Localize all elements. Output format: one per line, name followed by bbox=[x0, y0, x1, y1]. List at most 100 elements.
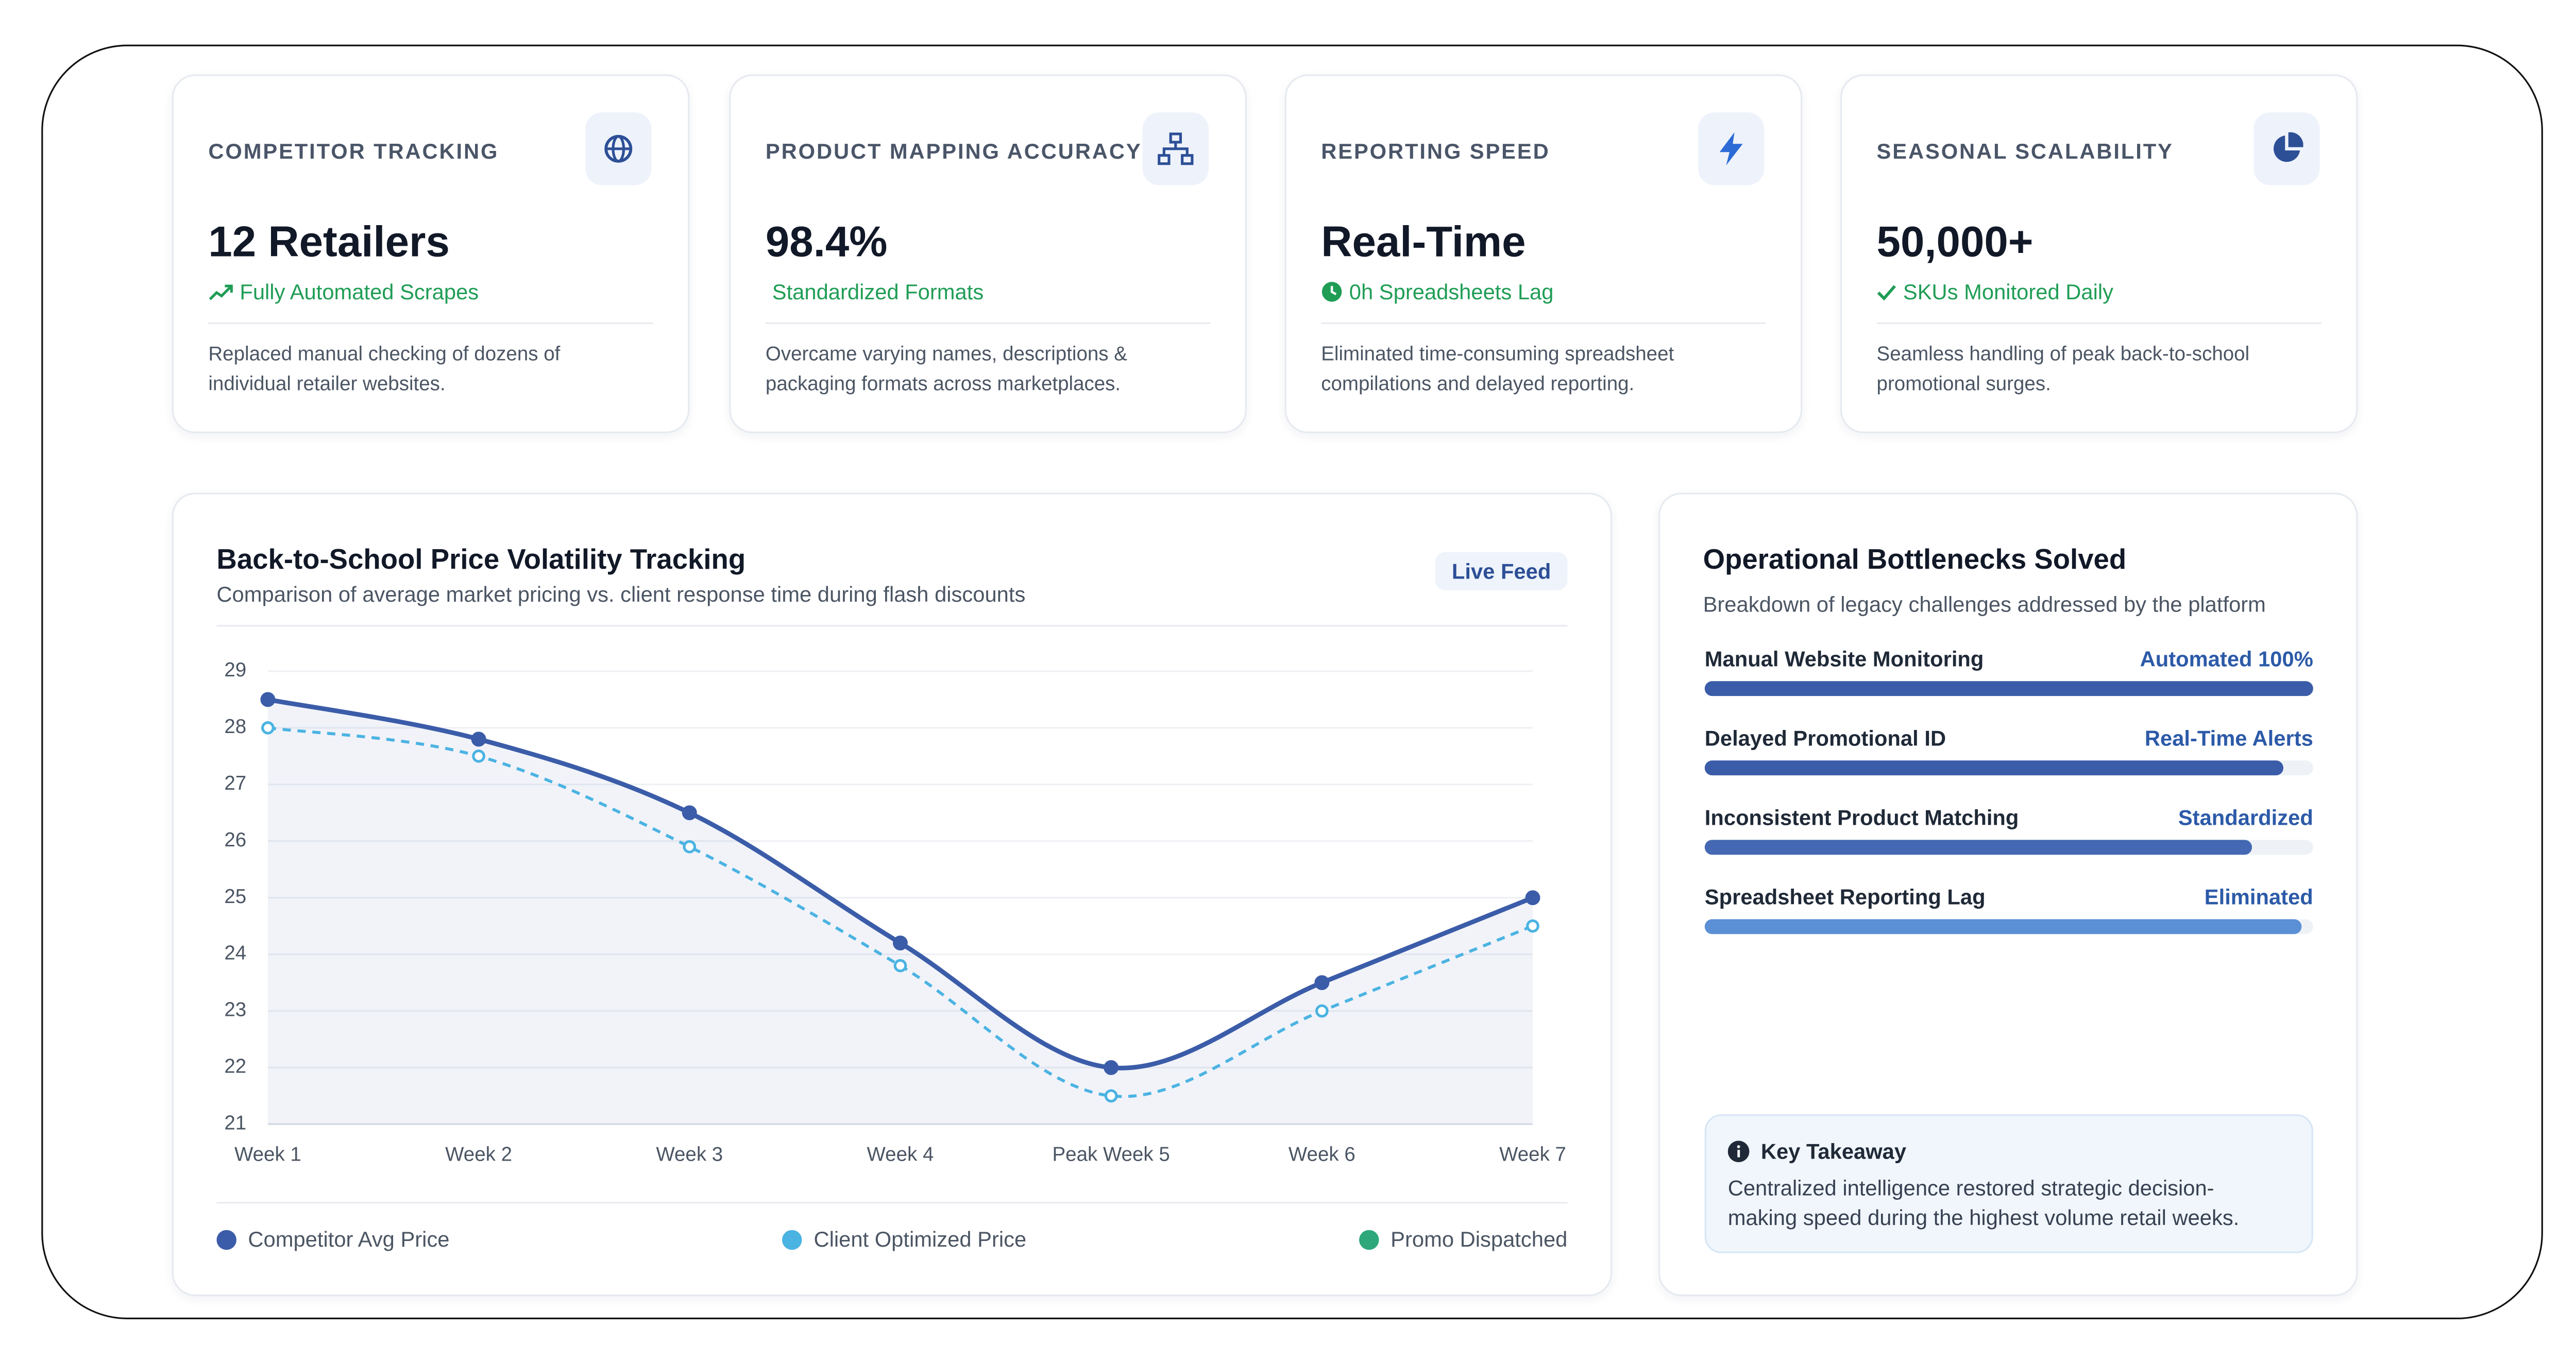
data-point bbox=[260, 692, 276, 707]
bottleneck-status: Automated 100% bbox=[2140, 646, 2313, 671]
card-highlight: Standardized Formats bbox=[772, 279, 984, 304]
card-highlight: SKUs Monitored Daily bbox=[1903, 279, 2113, 304]
card-highlight: Fully Automated Scrapes bbox=[240, 279, 479, 304]
chart: 21 22 23 24 25 26 27 28 29 Week 1 Week 2 Week 3 Week… bbox=[224, 659, 1566, 1165]
card-description: Overcame varying names, descriptions & p… bbox=[765, 342, 1127, 396]
bottleneck-item: Delayed Promotional ID Real-Time Alerts bbox=[1704, 725, 2313, 792]
card-description: Replaced manual checking of dozens of in… bbox=[208, 342, 561, 396]
bottleneck-status: Standardized bbox=[2178, 805, 2313, 830]
x-tick-label: Week 1 bbox=[234, 1143, 301, 1165]
divider bbox=[208, 322, 653, 325]
chart-title: Back-to-School Price Volatility Tracking bbox=[216, 543, 746, 575]
card-highlight-row: SKUs Monitored Daily bbox=[1877, 279, 2113, 304]
data-point bbox=[1104, 1060, 1119, 1075]
card-value: 98.4% bbox=[765, 216, 888, 266]
data-point bbox=[1315, 1004, 1329, 1018]
card-icon bbox=[585, 112, 652, 185]
legend-label: Competitor Avg Price bbox=[248, 1227, 450, 1252]
bottleneck-status: Real-Time Alerts bbox=[2144, 725, 2313, 751]
x-tick-label: Week 4 bbox=[867, 1143, 934, 1165]
bottleneck-item: Manual Website Monitoring Automated 100% bbox=[1704, 647, 2313, 712]
card-value: 12 Retailers bbox=[208, 216, 450, 266]
bottleneck-item: Spreadsheet Reporting Lag Eliminated bbox=[1704, 884, 2313, 950]
y-tick-label: 24 bbox=[224, 942, 246, 964]
data-point bbox=[471, 731, 486, 747]
data-point bbox=[683, 840, 697, 854]
legend-item: Competitor Avg Price bbox=[216, 1227, 450, 1252]
metric-card: PRODUCT MAPPING ACCURACY 98.4% Standardi… bbox=[729, 74, 1247, 433]
y-tick-label: 27 bbox=[224, 772, 246, 794]
card-description: Seamless handling of peak back-to-school… bbox=[1876, 342, 2250, 396]
metric-card: COMPETITOR TRACKING 12 Retailers Fully A… bbox=[172, 74, 690, 433]
progress-bar bbox=[1704, 919, 2301, 934]
x-tick-label: Week 6 bbox=[1289, 1143, 1355, 1165]
card-highlight-row: Standardized Formats bbox=[772, 279, 984, 304]
card-label: COMPETITOR TRACKING bbox=[208, 139, 499, 164]
legend-swatch bbox=[1359, 1230, 1379, 1250]
bottleneck-item: Inconsistent Product Matching Standardize… bbox=[1704, 805, 2313, 871]
card-icon bbox=[1142, 112, 1209, 185]
legend-swatch bbox=[782, 1230, 803, 1250]
data-point bbox=[1526, 919, 1539, 933]
card-label: PRODUCT MAPPING ACCURACY bbox=[765, 139, 1142, 164]
takeaway-title: Key Takeaway bbox=[1760, 1139, 1907, 1164]
divider bbox=[765, 322, 1211, 325]
card-value: Real-Time bbox=[1321, 216, 1526, 266]
card-icon bbox=[2253, 112, 2320, 185]
data-point bbox=[1314, 975, 1330, 990]
y-tick-label: 28 bbox=[224, 716, 246, 738]
live-badge[interactable]: Live Feed bbox=[1435, 552, 1568, 590]
takeaway-box: Key Takeaway Centralized intelligence re… bbox=[1704, 1114, 2313, 1253]
x-tick-label: Week 7 bbox=[1499, 1143, 1566, 1165]
card-highlight-row: 0h Spreadsheets Lag bbox=[1321, 279, 1553, 304]
legend-label: Promo Dispatched bbox=[1391, 1227, 1568, 1252]
metric-card: SEASONAL SCALABILITY 50,000+ SKUs Monito… bbox=[1840, 74, 2358, 433]
legend-item: Promo Dispatched bbox=[1359, 1227, 1567, 1251]
progress-bar bbox=[1704, 840, 2252, 855]
bottleneck-row: Manual Website Monitoring Automated 100% bbox=[1705, 647, 2313, 671]
takeaway-title-row: Key Takeaway bbox=[1727, 1139, 1907, 1164]
bottlenecks-panel: Operational Bottlenecks Solved Breakdown… bbox=[1658, 492, 2358, 1297]
card-value: 50,000+ bbox=[1876, 216, 2033, 266]
divider bbox=[216, 625, 1568, 627]
legend: Competitor Avg Price Client Optimized Pri… bbox=[216, 1227, 1567, 1251]
device-frame bbox=[41, 44, 2543, 1320]
progress-bar bbox=[1704, 760, 2283, 776]
chart-subtitle: Comparison of average market pricing vs.… bbox=[216, 582, 1026, 607]
y-tick-label: 29 bbox=[224, 659, 246, 681]
progress-bar bbox=[1704, 681, 2313, 696]
bottleneck-label: Spreadsheet Reporting Lag bbox=[1704, 884, 1986, 910]
progress-track bbox=[1704, 919, 2313, 934]
divider bbox=[1321, 322, 1766, 325]
legend-label: Client Optimized Price bbox=[814, 1227, 1027, 1252]
panel-subtitle: Breakdown of legacy challenges addressed… bbox=[1703, 591, 2266, 617]
panel-title: Operational Bottlenecks Solved bbox=[1703, 543, 2127, 575]
x-tick-label: Peak Week 5 bbox=[1053, 1143, 1170, 1165]
data-point bbox=[893, 935, 908, 951]
data-point bbox=[1104, 1089, 1118, 1103]
legend-item: Client Optimized Price bbox=[782, 1227, 1027, 1252]
progress-track bbox=[1704, 760, 2313, 776]
bottleneck-row: Spreadsheet Reporting Lag Eliminated bbox=[1705, 884, 2313, 909]
legend-swatch bbox=[216, 1230, 236, 1250]
bottleneck-status: Eliminated bbox=[2204, 884, 2313, 910]
bottleneck-label: Manual Website Monitoring bbox=[1704, 646, 1984, 671]
bottleneck-label: Delayed Promotional ID bbox=[1704, 725, 1946, 751]
data-point bbox=[261, 721, 275, 735]
data-point bbox=[893, 959, 907, 973]
progress-track bbox=[1704, 681, 2313, 696]
data-point bbox=[1525, 890, 1540, 906]
y-tick-label: 26 bbox=[224, 829, 246, 851]
card-label: SEASONAL SCALABILITY bbox=[1876, 139, 2174, 164]
x-tick-label: Week 3 bbox=[656, 1143, 723, 1165]
divider bbox=[216, 1202, 1568, 1204]
card-highlight: 0h Spreadsheets Lag bbox=[1349, 279, 1554, 304]
card-icon bbox=[1698, 112, 1765, 185]
y-tick-label: 25 bbox=[224, 886, 246, 908]
divider bbox=[1876, 322, 2321, 325]
x-tick-label: Week 2 bbox=[445, 1143, 512, 1165]
area bbox=[267, 699, 1533, 1125]
